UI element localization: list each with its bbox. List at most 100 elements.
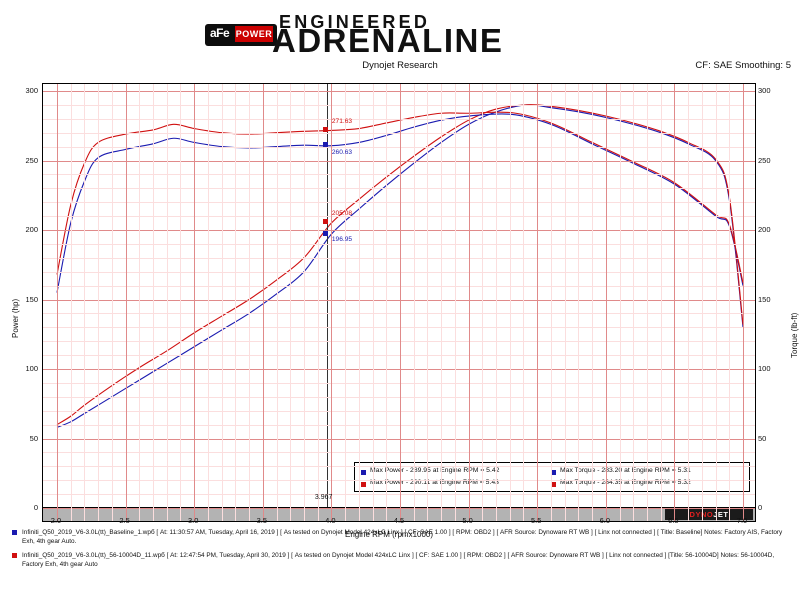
ytick-right: 0 <box>758 503 763 512</box>
xtick: 2.0 <box>50 516 62 525</box>
gridline-h-minor <box>43 202 755 204</box>
gridline-v <box>111 84 113 521</box>
footer-notes: Infiniti_Q50_2019_V6-3.0L(tt)_Baseline_1… <box>8 528 792 573</box>
gridline-h-minor <box>43 452 755 454</box>
gridline-h-minor <box>43 174 755 176</box>
legend-chip-3 <box>551 482 556 487</box>
gridline-h-minor <box>43 410 755 412</box>
gridline-h <box>43 508 755 509</box>
marker-torque-red-square <box>323 126 329 132</box>
dynojet-logo-dyno: DYNO <box>690 510 714 519</box>
ytick-left: 0 <box>33 503 38 512</box>
gridline-h-minor <box>43 146 755 148</box>
gridline-h-minor <box>43 118 755 120</box>
gridline-v <box>317 84 319 521</box>
gridline-v <box>194 84 196 521</box>
marker-power-red-label: 205.08 <box>331 209 353 217</box>
legend-row-1: Max Power - 290.11 at Engine RPM = 5.43 <box>370 479 499 486</box>
xtick: 4.5 <box>393 516 405 525</box>
marker-torque-red-label: 271.63 <box>331 118 353 126</box>
dyno-plot-area: Max Power - 289.95 at Engine RPM = 5.42 … <box>42 83 756 522</box>
afe-power-logo: aFe POWER <box>205 24 277 46</box>
gridline-h-minor <box>43 132 755 134</box>
gridline-h-minor <box>43 313 755 315</box>
gridline-h-minor <box>43 480 755 482</box>
gridline-v <box>550 84 552 521</box>
gridline-h-minor <box>43 396 755 398</box>
cf-smoothing-note: CF: SAE Smoothing: 5 <box>695 60 791 71</box>
gridline-v <box>153 84 155 521</box>
gridline-v <box>331 84 333 521</box>
gridline-h-minor <box>43 327 755 329</box>
gridline-h-minor <box>43 216 755 218</box>
gridline-h <box>43 438 755 440</box>
marker-torque-blue-square <box>323 142 329 148</box>
dynojet-logo: DYNOJET <box>665 509 753 520</box>
gridline-v <box>70 84 72 521</box>
gridline-v <box>290 84 292 521</box>
x-axis-title: Engine RPM (rpmx1000) <box>345 530 434 539</box>
y-axis-title-left: Power (hp) <box>11 298 20 338</box>
gridline-h-minor <box>43 424 755 426</box>
gridline-v <box>262 84 264 521</box>
gridline-v <box>660 84 662 521</box>
marker-torque-blue-label: 260.63 <box>331 148 353 156</box>
gridline-v <box>468 84 470 521</box>
ytick-right: 150 <box>758 294 771 304</box>
gridline-v <box>619 84 621 521</box>
gridline-h-minor <box>43 285 755 287</box>
dynojet-logo-jet: JET <box>713 510 729 519</box>
page-header: aFe POWER ENGINEERED ADRENALINE <box>0 0 800 59</box>
note-chip-baseline <box>12 530 17 535</box>
note-modified: Infiniti_Q50_2019_V6-3.0L(tt)_56-10004D_… <box>8 551 792 570</box>
ytick-left: 100 <box>25 364 38 373</box>
gridline-v <box>139 84 141 521</box>
xtick: 5.0 <box>462 516 473 525</box>
gridline-v <box>688 84 690 521</box>
ytick-left: 250 <box>25 155 38 165</box>
gridline-h-minor <box>43 104 755 106</box>
ytick-right: 100 <box>758 364 771 373</box>
note-chip-modified <box>12 552 17 558</box>
gridline-v <box>523 84 525 521</box>
marker-power-blue-square <box>323 230 329 236</box>
xtick: 6.5 <box>668 516 679 525</box>
xtick: 7.0 <box>736 516 748 525</box>
legend-chip-1 <box>361 482 366 487</box>
gridline-h-minor <box>43 355 755 357</box>
gridline-v <box>166 84 168 521</box>
gridline-v <box>509 84 511 521</box>
gridline-v <box>413 84 415 521</box>
xtick: 3.5 <box>256 516 268 525</box>
adrenaline-text: ADRENALINE <box>272 22 504 59</box>
series-path-0 <box>56 104 744 428</box>
xtick: 4.0 <box>325 516 336 525</box>
ytick-right: 200 <box>758 225 771 234</box>
gridline-v <box>400 84 401 521</box>
gridline-v <box>235 84 237 521</box>
gridline-h-minor <box>43 188 755 190</box>
gridline-v <box>372 84 374 521</box>
gridline-h-minor <box>43 243 755 245</box>
afe-logo-text: aFe <box>210 26 230 40</box>
gridline-v <box>633 84 635 521</box>
engineered-text: ENGINEERED <box>279 12 431 32</box>
gridline-v <box>701 84 703 521</box>
legend-row-2: Max Torque - 283.20 at Engine RPM = 5.31 <box>560 467 691 474</box>
gridline-v <box>207 84 209 521</box>
gridline-h <box>43 160 755 162</box>
gridline-v <box>345 84 347 521</box>
gridline-v <box>386 84 388 521</box>
xtick: 3.0 <box>187 516 199 525</box>
marker-power-blue-label: 196.95 <box>331 236 353 244</box>
legend-chip-0 <box>361 470 366 475</box>
gridline-v <box>578 84 580 521</box>
gridline-v <box>249 84 251 521</box>
afe-power-badge: POWER <box>235 26 273 42</box>
cursor-line[interactable] <box>326 84 328 521</box>
gridline-v <box>125 84 127 521</box>
gridline-v <box>496 84 498 521</box>
y-axis-title-right: Torque (lb-ft) <box>790 312 799 358</box>
ytick-left: 50 <box>29 433 38 443</box>
